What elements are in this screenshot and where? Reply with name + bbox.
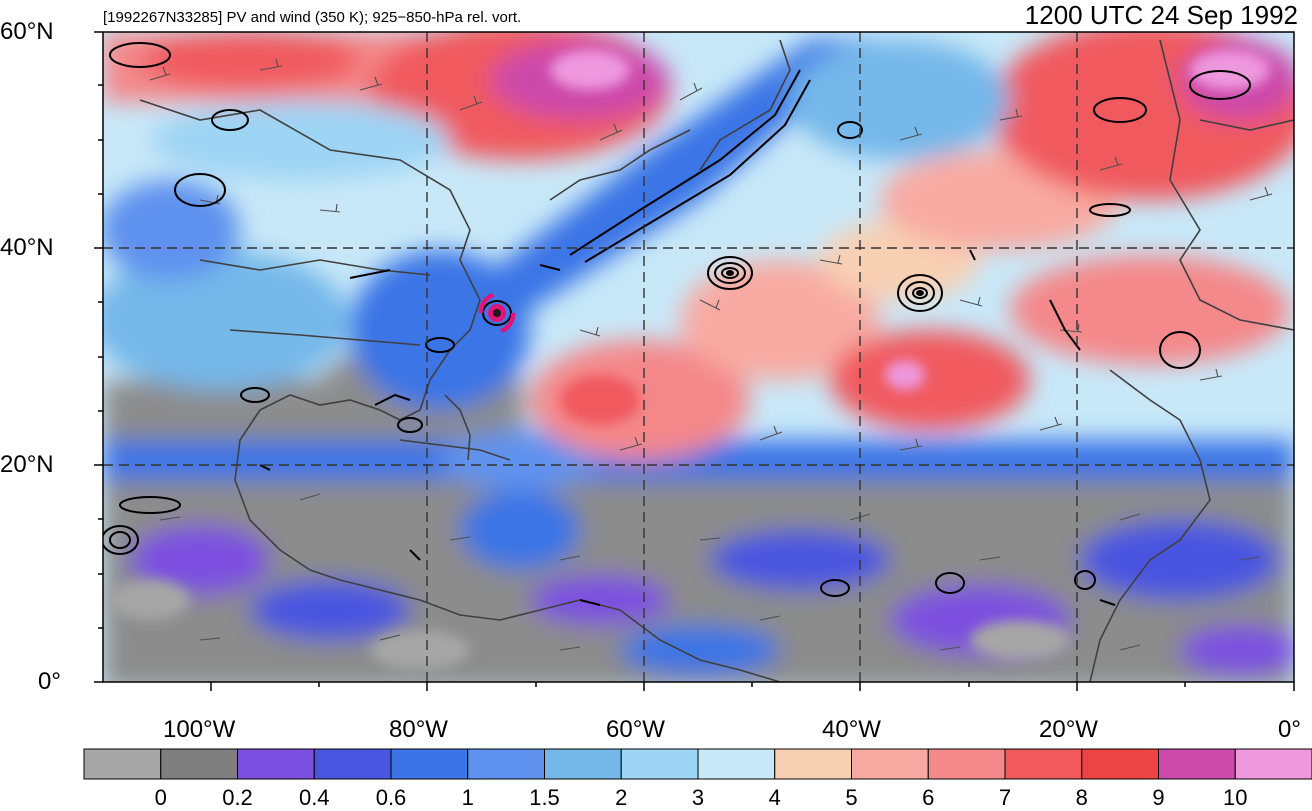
colorbar-swatch xyxy=(237,748,315,780)
colorbar-swatch xyxy=(467,748,545,780)
lat-label-20n: 20°N xyxy=(0,451,54,478)
colorbar-label: 2 xyxy=(615,785,628,810)
colorbar-label: 6 xyxy=(922,785,935,810)
lon-label-100w: 100°W xyxy=(163,716,236,743)
colorbar-label: 9 xyxy=(1152,785,1165,810)
colorbar-swatch xyxy=(390,748,469,780)
vorticity-contours xyxy=(103,42,1251,606)
vorticity-max xyxy=(916,290,924,296)
axis-ticks xyxy=(94,31,1295,691)
colorbar-swatch xyxy=(927,748,1006,780)
lon-label-60w: 60°W xyxy=(606,716,665,743)
colorbar-swatch xyxy=(620,748,699,780)
lon-label-0: 0° xyxy=(1278,716,1301,743)
colorbar-label: 4 xyxy=(768,785,781,810)
coastlines xyxy=(139,39,1294,682)
lon-label-20w: 20°W xyxy=(1039,716,1098,743)
colorbar xyxy=(83,748,1312,780)
lat-label-40n: 40°N xyxy=(0,234,54,261)
lon-label-40w: 40°W xyxy=(822,716,881,743)
graticule xyxy=(103,32,1294,682)
colorbar-label: 1 xyxy=(461,785,474,810)
colorbar-label: 10 xyxy=(1223,785,1248,810)
colorbar-swatch xyxy=(544,748,622,780)
colorbar-label: 5 xyxy=(845,785,858,810)
colorbar-swatch xyxy=(313,748,392,780)
lon-label-80w: 80°W xyxy=(389,716,448,743)
colorbar-swatch xyxy=(697,748,776,780)
wind-barbs xyxy=(149,58,1273,651)
colorbar-label: 7 xyxy=(998,785,1012,810)
colorbar-label: 3 xyxy=(691,785,705,810)
lat-label-60n: 60°N xyxy=(0,18,54,45)
lat-label-0: 0° xyxy=(38,668,61,695)
colorbar-swatch xyxy=(1234,748,1312,780)
pv-field xyxy=(103,32,1294,682)
colorbar-label: 0 xyxy=(154,785,167,810)
colorbar-swatch xyxy=(83,748,162,780)
colorbar-label: 8 xyxy=(1075,785,1088,810)
storm-symbol xyxy=(478,292,516,334)
colorbar-label: 1.5 xyxy=(529,785,560,810)
colorbar-swatch xyxy=(774,748,852,780)
colorbar-swatch xyxy=(1081,748,1159,780)
colorbar-swatch xyxy=(160,748,238,780)
colorbar-label: 0.2 xyxy=(222,785,253,810)
colorbar-label: 0.4 xyxy=(298,785,330,810)
vorticity-max xyxy=(726,270,734,276)
colorbar-label: 0.6 xyxy=(375,785,407,810)
map-subtitle: [1992267N33285] PV and wind (350 K); 925… xyxy=(103,9,522,26)
map-datetime: 1200 UTC 24 Sep 1992 xyxy=(1024,0,1298,30)
colorbar-swatch xyxy=(1004,748,1083,780)
colorbar-swatch xyxy=(1158,748,1236,780)
colorbar-swatch xyxy=(851,748,929,780)
